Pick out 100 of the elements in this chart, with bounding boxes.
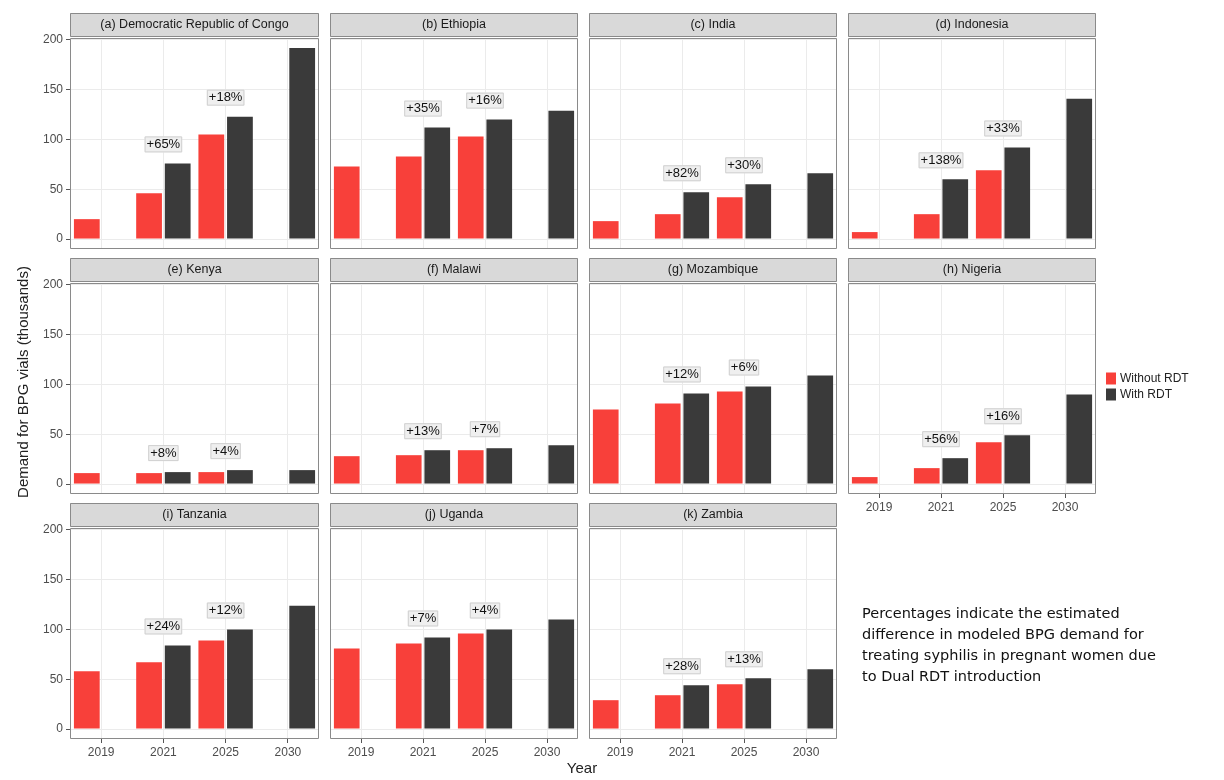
bar xyxy=(1004,147,1031,239)
y-tick-label: 100 xyxy=(42,131,64,146)
x-tick-label: 2019 xyxy=(606,744,634,759)
bar xyxy=(592,221,619,239)
bar xyxy=(198,134,225,239)
bar xyxy=(457,136,484,239)
annotation: +138% xyxy=(920,151,962,167)
annotation: +13% xyxy=(727,650,762,666)
bar xyxy=(807,173,834,239)
bar xyxy=(486,119,513,239)
annotation: +8% xyxy=(150,444,177,460)
bar xyxy=(683,192,710,239)
x-tick-label: 2025 xyxy=(212,744,240,759)
x-axis-title: Year xyxy=(566,759,598,776)
annotation: +28% xyxy=(665,657,700,673)
bar xyxy=(745,184,772,239)
bar xyxy=(1066,394,1093,484)
annotation: +12% xyxy=(208,602,243,618)
bar xyxy=(548,110,575,239)
x-tick-label: 2025 xyxy=(730,744,758,759)
annotation: +16% xyxy=(986,407,1021,423)
chart-title: (k) Zambia xyxy=(683,507,743,522)
y-tick-label: 50 xyxy=(49,426,64,441)
y-tick-label: 150 xyxy=(42,572,64,587)
chart-title: (c) India xyxy=(690,17,736,32)
bar xyxy=(333,456,360,484)
annotation: +12% xyxy=(665,366,700,382)
bar xyxy=(975,170,1002,239)
bar xyxy=(136,193,162,239)
annotation: +4% xyxy=(471,602,499,618)
y-axis-title: Demand for BPG vials (thousands) xyxy=(13,266,31,498)
bar xyxy=(424,637,451,729)
y-tick-label: 50 xyxy=(49,181,64,196)
bar xyxy=(73,671,100,729)
bar xyxy=(683,685,710,729)
y-tick-label: 100 xyxy=(42,376,64,391)
bar xyxy=(745,678,772,729)
bar xyxy=(548,445,575,484)
bar xyxy=(654,403,681,484)
x-tick-label: 2025 xyxy=(989,499,1017,514)
y-tick-label: 0 xyxy=(56,476,64,491)
y-tick-label: 200 xyxy=(42,522,64,537)
x-tick-label: 2030 xyxy=(792,744,820,759)
annotation: +7% xyxy=(409,610,437,626)
bar xyxy=(395,156,422,239)
annotation: +24% xyxy=(146,618,181,634)
bar xyxy=(807,375,834,484)
bar xyxy=(424,127,451,239)
annotation: +56% xyxy=(924,430,959,446)
annotation: +7% xyxy=(471,420,499,436)
bar xyxy=(395,643,422,729)
bar xyxy=(1004,435,1031,484)
annotation: +30% xyxy=(727,156,762,172)
bar xyxy=(333,166,360,239)
annotation: +6% xyxy=(730,359,758,375)
chart-title: (i) Tanzania xyxy=(162,507,227,522)
x-tick-label: 2019 xyxy=(347,744,375,759)
bar xyxy=(716,391,743,484)
y-tick-label: 0 xyxy=(56,231,64,246)
chart-title: (e) Kenya xyxy=(167,262,222,277)
chart-title: (j) Uganda xyxy=(424,507,484,522)
y-tick-label: 100 xyxy=(42,621,64,636)
x-tick-label: 2021 xyxy=(409,744,437,759)
bar xyxy=(457,450,484,484)
x-tick-label: 2030 xyxy=(1051,499,1079,514)
bar xyxy=(745,386,772,484)
x-tick-label: 2025 xyxy=(471,744,499,759)
x-tick-label: 2021 xyxy=(668,744,696,759)
legend-label: Without RDT xyxy=(1120,370,1190,385)
x-tick-label: 2030 xyxy=(274,744,302,759)
chart-title: (d) Indonesia xyxy=(935,17,1009,32)
x-tick-label: 2021 xyxy=(150,744,178,759)
chart-title: (b) Ethiopia xyxy=(422,17,486,32)
bar xyxy=(913,468,940,484)
annotation: +4% xyxy=(212,442,240,458)
bar xyxy=(807,669,834,729)
bar xyxy=(942,458,969,484)
bar xyxy=(683,393,710,484)
y-tick-label: 0 xyxy=(56,721,64,736)
bar xyxy=(716,197,743,239)
x-tick-label: 2030 xyxy=(533,744,561,759)
annotation: +33% xyxy=(986,120,1021,136)
bar xyxy=(457,633,484,729)
bar xyxy=(333,648,360,729)
bar xyxy=(592,409,619,484)
bar xyxy=(164,645,191,729)
bar xyxy=(227,629,253,729)
x-tick-label: 2021 xyxy=(927,499,955,514)
bar xyxy=(1066,98,1093,239)
bar xyxy=(913,214,940,239)
bar xyxy=(716,684,743,729)
bar xyxy=(289,605,316,729)
bar xyxy=(198,640,225,729)
annotation: +16% xyxy=(468,92,503,108)
bar xyxy=(164,163,191,239)
annotation: +13% xyxy=(406,422,441,438)
annotation: +18% xyxy=(208,89,243,105)
y-tick-label: 150 xyxy=(42,82,64,97)
bar xyxy=(486,629,513,729)
bar xyxy=(136,662,162,729)
